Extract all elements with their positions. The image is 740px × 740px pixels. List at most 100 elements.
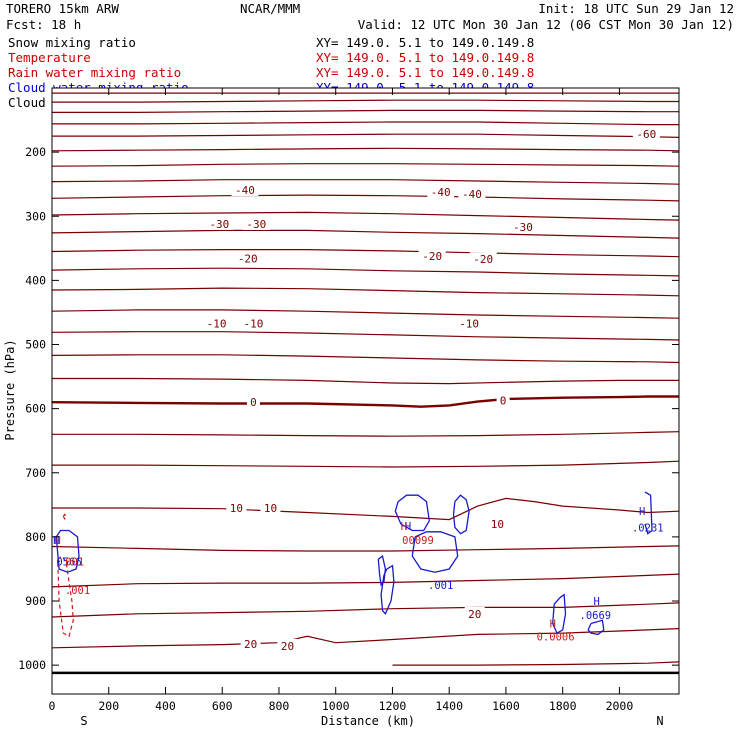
cloud-water-label: .0231 <box>632 522 664 534</box>
isotherm-line <box>52 497 680 521</box>
rain-water-label: .001 <box>65 585 90 597</box>
cloud-water-high-marker: H <box>639 506 645 518</box>
isotherm-label: 20 <box>244 638 257 651</box>
isotherm-label-bg <box>239 316 267 330</box>
rain-water-contour <box>62 513 67 521</box>
header-fcst: Fcst: 18 h <box>6 17 81 32</box>
isotherm-label: -10 <box>243 317 263 330</box>
cloud-water-high-marker: H <box>53 535 59 547</box>
isotherm-line <box>51 573 680 588</box>
cloud-water-contour <box>644 491 653 535</box>
isotherm-label-bg <box>458 186 486 200</box>
header-valid: Valid: 12 UTC Mon 30 Jan 12 (06 CST Mon … <box>358 17 734 32</box>
y-tick-label: 1000 <box>18 658 46 672</box>
isotherm-label: 0 <box>250 396 257 409</box>
cloud-water-contour <box>587 619 605 636</box>
isotherm-label-bg <box>231 182 259 196</box>
legend-field-name: Snow mixing ratio <box>8 35 136 50</box>
isotherm-label-bg <box>260 501 281 515</box>
legend-field-name: Rain water mixing ratio <box>8 65 181 80</box>
isotherm-line <box>52 99 679 103</box>
isotherm-label-bg <box>240 636 261 650</box>
isotherm-line <box>52 377 679 385</box>
legend-field-xy: XY= 149.0. 5.1 to 149.0.149.8 <box>316 65 534 80</box>
rain-water-label: 001 <box>65 556 84 568</box>
isotherm-label-bg <box>464 606 485 620</box>
x-tick-label: 1800 <box>549 699 577 713</box>
y-tick-label: 900 <box>25 594 46 608</box>
y-tick-label: 500 <box>25 338 46 352</box>
legend-field-xy: XY= 149.0. 5.1 to 149.0.149.8 <box>316 35 534 50</box>
isotherm-label-bg <box>496 393 510 407</box>
isotherm-line <box>51 602 680 618</box>
y-tick-label: 700 <box>25 466 46 480</box>
y-tick-label: 200 <box>25 145 46 159</box>
legend-field-xy: XY= 149.0. 5.1 to 149.0.149.8 <box>316 50 534 65</box>
isotherm-label: -20 <box>238 253 258 266</box>
mixing-ratio-labels: 0566.001.0669.0231HHHH001.001000990.0006… <box>53 506 664 643</box>
isotherm-line <box>51 628 680 649</box>
isotherm-label: -30 <box>246 218 266 231</box>
x-axis-left-end-label: S <box>80 714 87 728</box>
cloud-water-label: .001 <box>428 580 453 592</box>
isotherm-line <box>392 661 680 666</box>
rain-water-high-marker: H <box>55 535 61 547</box>
cloud-water-contours <box>55 491 653 636</box>
isotherm-label-bg <box>205 216 233 230</box>
isotherm-line <box>52 121 679 126</box>
isotherm-line <box>51 309 680 319</box>
isotherm-line <box>51 194 680 202</box>
cloud-water-contour <box>394 494 430 532</box>
isotherm-label: 0 <box>500 394 507 407</box>
plot-area: -60 -40 -40 -40 -30 -30 -30 -20 -20 -20 -10 -10 -10 0… <box>51 87 680 695</box>
isotherm-line <box>51 147 680 152</box>
cloud-water-contour <box>380 564 395 615</box>
rain-water-contour <box>57 555 74 638</box>
x-tick-label: 1600 <box>492 699 520 713</box>
isotherm-label: -40 <box>431 186 451 199</box>
y-tick-label: 600 <box>25 402 46 416</box>
isotherm-line <box>51 395 679 408</box>
isotherm-label: 10 <box>491 518 504 531</box>
header-center: NCAR/MMM <box>240 1 300 16</box>
cloud-water-high-marker: H <box>594 596 600 608</box>
temperature-labels: -60 -40 -40 -40 -30 -30 -30 -20 -20 -20 -10 -10 -10 0… <box>203 127 660 653</box>
isotherm-line <box>51 249 680 258</box>
rain-water-label: 0.0006 <box>537 631 575 643</box>
isotherm-line <box>52 460 680 468</box>
isotherm-label: 10 <box>230 502 243 515</box>
y-axis-label: Pressure (hPa) <box>3 339 17 440</box>
isotherm-line <box>51 163 680 167</box>
isotherm-line <box>51 267 680 277</box>
cloud-water-contour <box>452 494 470 535</box>
plot-background <box>52 88 679 694</box>
plot-frame <box>51 87 680 695</box>
x-tick-label: 1200 <box>379 699 407 713</box>
isotherm-label: -30 <box>513 221 533 234</box>
isotherm-label: -20 <box>473 253 493 266</box>
cloud-water-high-marker: H <box>405 521 411 533</box>
isotherm-line <box>51 179 680 185</box>
isotherm-line <box>52 133 680 138</box>
header-init: Init: 18 UTC Sun 29 Jan 12 <box>538 1 734 16</box>
y-tick-label: 800 <box>25 530 46 544</box>
isotherm-line <box>51 354 680 364</box>
isotherm-label-bg <box>487 517 508 531</box>
isotherm-label: 20 <box>281 640 294 653</box>
cloud-water-contour <box>552 593 567 635</box>
x-tick-label: 2000 <box>606 699 634 713</box>
y-tick-label: 400 <box>25 273 46 287</box>
cloud-water-contour <box>55 529 80 573</box>
isotherm-label: -40 <box>235 184 255 197</box>
cloud-water-label: 0566 <box>56 556 81 568</box>
isotherm-label: 20 <box>468 608 481 621</box>
x-tick-label: 600 <box>212 699 233 713</box>
header-model: TORERO 15km ARW <box>6 1 119 16</box>
rain-water-contours <box>57 513 74 638</box>
x-tick-label: 200 <box>98 699 119 713</box>
isotherm-line <box>52 431 680 437</box>
isotherm-label: -30 <box>209 218 229 231</box>
x-axis-right-end-label: N <box>656 714 663 728</box>
isotherm-label-bg <box>203 316 231 330</box>
